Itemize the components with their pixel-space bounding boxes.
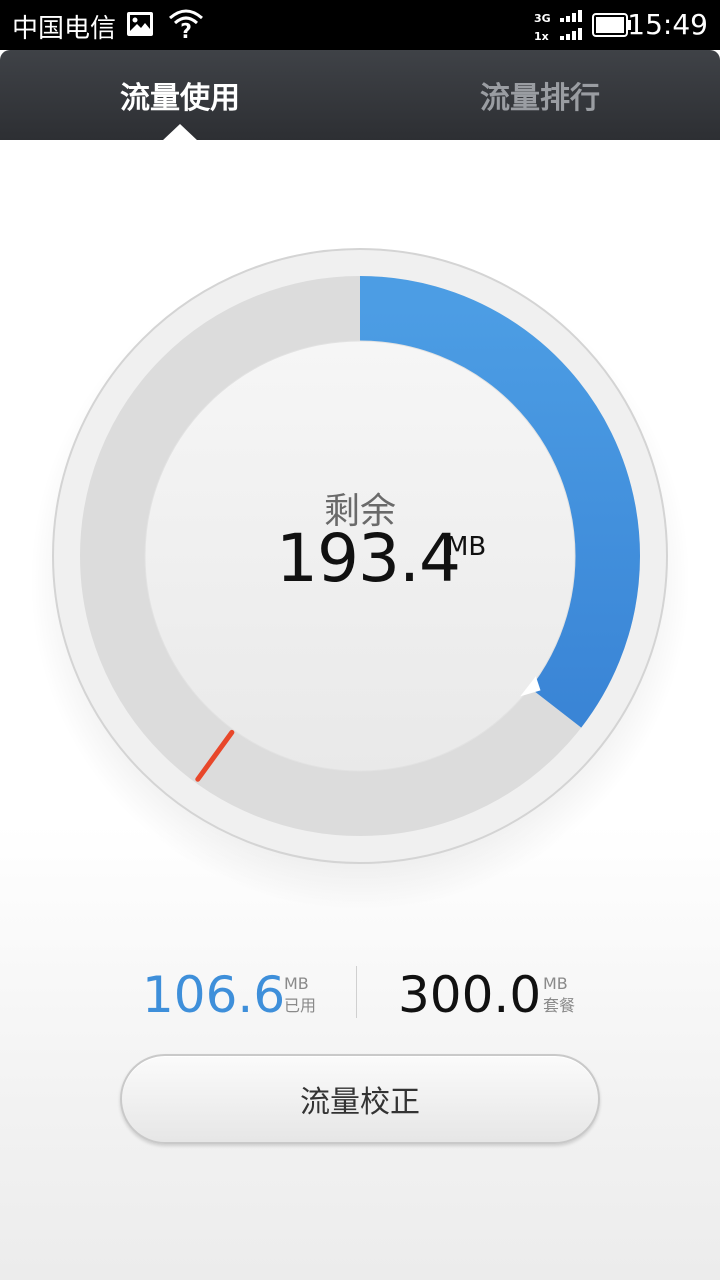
active-tab-indicator: [162, 124, 198, 141]
tab-data-ranking[interactable]: 流量排行: [480, 81, 600, 116]
gauge-warning-marker: [195, 729, 235, 782]
tab-data-usage[interactable]: 流量使用: [120, 81, 240, 116]
remaining-label: 剩余: [323, 491, 396, 532]
main-content: 剩余 193.4 MB 106.6 MB 已用 300.0 MB 套餐 流量校正: [0, 140, 720, 1280]
usage-stats: 106.6 MB 已用 300.0 MB 套餐: [0, 966, 720, 1026]
svg-text:?: ?: [180, 19, 192, 40]
plan-unit: MB: [543, 974, 568, 993]
carrier-name: 中国电信: [12, 14, 117, 44]
status-bar: 中国电信 ? 3G 1x: [0, 0, 720, 50]
remaining-value: 193.4: [276, 520, 461, 597]
battery-icon: [592, 13, 632, 41]
plan-value: 300.0: [398, 966, 542, 1024]
plan-label: 套餐: [543, 996, 576, 1015]
wifi-unknown-icon: ?: [168, 8, 204, 44]
used-unit: MB: [284, 974, 309, 993]
used-value: 106.6: [142, 966, 286, 1024]
network-type-1x: 1x: [534, 30, 549, 43]
network-type-3g: 3G: [534, 12, 551, 25]
gauge-used-arc: [359, 276, 640, 728]
tab-bar: 流量使用 流量排行: [0, 50, 720, 140]
stats-divider: [356, 966, 357, 1018]
gauge-pointer: [520, 676, 541, 697]
remaining-unit: MB: [446, 532, 487, 562]
calibrate-button[interactable]: 流量校正: [120, 1054, 600, 1144]
image-notification-icon: [126, 11, 154, 41]
clock: 15:49: [627, 8, 708, 41]
used-label: 已用: [284, 996, 317, 1015]
data-gauge: [30, 248, 690, 910]
gauge-inner-disk: [144, 340, 576, 772]
signal-icon: 3G 1x: [534, 10, 586, 48]
